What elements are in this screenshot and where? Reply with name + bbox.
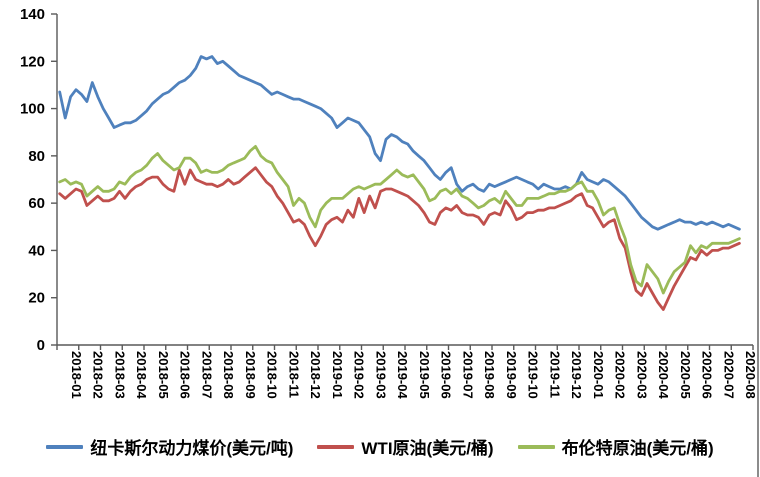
y-axis-tick-label: 120 xyxy=(20,53,45,70)
x-axis-tick-label: 2018-08 xyxy=(221,351,236,399)
x-axis-tick-label: 2018-04 xyxy=(134,351,149,399)
legend-swatch-brent-crude xyxy=(517,444,555,449)
x-axis-tick-label: 2018-01 xyxy=(69,351,84,399)
legend: 纽卡斯尔动力煤价(美元/吨) WTI原油(美元/桶) 布伦特原油(美元/桶) xyxy=(0,434,760,459)
x-axis-tick-label: 2019-04 xyxy=(395,351,410,399)
series-line-1 xyxy=(58,166,741,311)
legend-item-wti-crude: WTI原油(美元/桶) xyxy=(317,434,494,459)
x-axis-tick-label: 2020-05 xyxy=(678,351,693,399)
x-axis-tick-label: 2018-07 xyxy=(199,351,214,399)
x-axis-tick-label: 2019-12 xyxy=(569,351,584,399)
y-axis-tick-label: 140 xyxy=(20,6,45,23)
y-axis-tick-label: 0 xyxy=(37,337,45,354)
x-axis-tick-label: 2019-10 xyxy=(526,351,541,399)
x-axis-tick-label: 2020-06 xyxy=(700,351,715,399)
line-chart: 0 20 40 60 80 100 120 140 2018-01 2018-02 2018-03 2… xyxy=(20,6,758,399)
x-axis-tick-label: 2018-09 xyxy=(243,351,258,399)
legend-item-newcastle-coal: 纽卡斯尔动力煤价(美元/吨) xyxy=(46,434,293,459)
x-axis-tick-label: 2020-01 xyxy=(591,351,606,399)
x-axis-tick-label: 2019-01 xyxy=(330,351,345,399)
series-line-2 xyxy=(58,144,741,295)
legend-label-wti-crude: WTI原油(美元/桶) xyxy=(361,439,494,458)
legend-label-brent-crude: 布伦特原油(美元/桶) xyxy=(561,439,714,458)
x-axis-tick-label: 2019-02 xyxy=(352,351,367,399)
x-axis-tick-label: 2020-08 xyxy=(743,351,758,399)
legend-swatch-wti-crude xyxy=(317,444,355,449)
x-axis-tick-label: 2020-07 xyxy=(721,351,736,399)
x-axis-tick-label: 2020-04 xyxy=(656,351,671,399)
x-axis-tick-label: 2018-11 xyxy=(286,351,301,398)
legend-label-newcastle-coal: 纽卡斯尔动力煤价(美元/吨) xyxy=(90,439,294,458)
x-axis-tick-label: 2018-06 xyxy=(178,351,193,399)
y-axis-tick-label: 100 xyxy=(20,101,45,118)
x-axis-tick-label: 2018-03 xyxy=(112,351,127,399)
x-axis-tick-label: 2018-02 xyxy=(91,351,106,399)
x-axis-tick-label: 2019-09 xyxy=(504,351,519,399)
x-axis-tick-label: 2018-10 xyxy=(265,351,280,399)
x-axis-tick-label: 2020-03 xyxy=(634,351,649,399)
legend-swatch-newcastle-coal xyxy=(46,444,84,449)
y-axis-tick-label: 20 xyxy=(28,290,45,307)
image-right-border xyxy=(757,0,759,477)
x-axis-tick-label: 2019-03 xyxy=(373,351,388,399)
series-line-0 xyxy=(58,55,741,231)
x-axis-tick-label: 2019-06 xyxy=(439,351,454,399)
x-axis-tick-label: 2018-05 xyxy=(156,351,171,399)
legend-item-brent-crude: 布伦特原油(美元/桶) xyxy=(517,434,714,459)
x-axis-tick-label: 2018-12 xyxy=(308,351,323,399)
x-axis-tick-label: 2019-08 xyxy=(482,351,497,399)
x-axis-tick-label: 2019-07 xyxy=(460,351,475,399)
x-axis-tick-label: 2019-11 xyxy=(547,351,562,398)
y-axis-tick-label: 40 xyxy=(28,242,45,259)
x-axis-tick-label: 2019-05 xyxy=(417,351,432,399)
y-axis-tick-label: 60 xyxy=(28,195,45,212)
y-axis-tick-label: 80 xyxy=(28,148,45,165)
x-axis-tick-label: 2020-02 xyxy=(613,351,628,399)
